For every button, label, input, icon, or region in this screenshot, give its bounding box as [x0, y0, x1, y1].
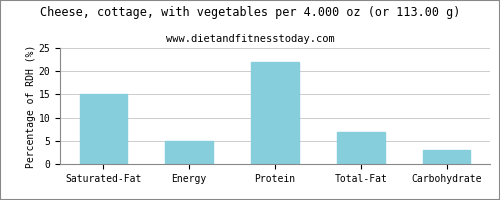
- Text: www.dietandfitnesstoday.com: www.dietandfitnesstoday.com: [166, 34, 334, 44]
- Y-axis label: Percentage of RDH (%): Percentage of RDH (%): [26, 44, 36, 168]
- Bar: [166, 141, 212, 164]
- Bar: [252, 62, 298, 164]
- Bar: [423, 150, 470, 164]
- Bar: [338, 132, 384, 164]
- Text: Cheese, cottage, with vegetables per 4.000 oz (or 113.00 g): Cheese, cottage, with vegetables per 4.0…: [40, 6, 460, 19]
- Bar: [80, 94, 127, 164]
